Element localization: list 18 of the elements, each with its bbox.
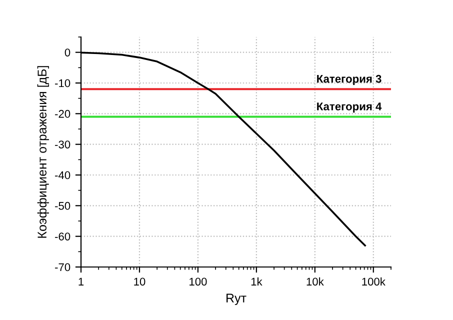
x-tick-label: 100k bbox=[362, 277, 386, 286]
x-tick-label: 10 bbox=[134, 278, 146, 286]
ref-line-label: Категория 3 bbox=[317, 74, 382, 85]
y-axis-title: Коэффициент отражения [дБ] bbox=[37, 66, 49, 238]
y-tick-label: -50 bbox=[55, 202, 70, 210]
y-tick-label: -10 bbox=[55, 79, 70, 88]
y-tick-label: -70 bbox=[55, 263, 70, 272]
x-tick-label: 100 bbox=[190, 278, 207, 286]
y-tick-label: -30 bbox=[55, 140, 70, 148]
x-axis-title: Rут bbox=[226, 294, 246, 305]
x-tick-label: 10k bbox=[306, 277, 324, 286]
x-tick-label: 1 bbox=[78, 278, 84, 286]
x-tick-label: 1k bbox=[251, 277, 262, 286]
y-tick-label: 0 bbox=[64, 48, 70, 56]
ref-line-label: Категория 4 bbox=[317, 102, 382, 113]
y-tick-label: -20 bbox=[55, 110, 70, 118]
y-tick-label: -60 bbox=[55, 232, 70, 240]
y-tick-label: -40 bbox=[55, 171, 70, 180]
